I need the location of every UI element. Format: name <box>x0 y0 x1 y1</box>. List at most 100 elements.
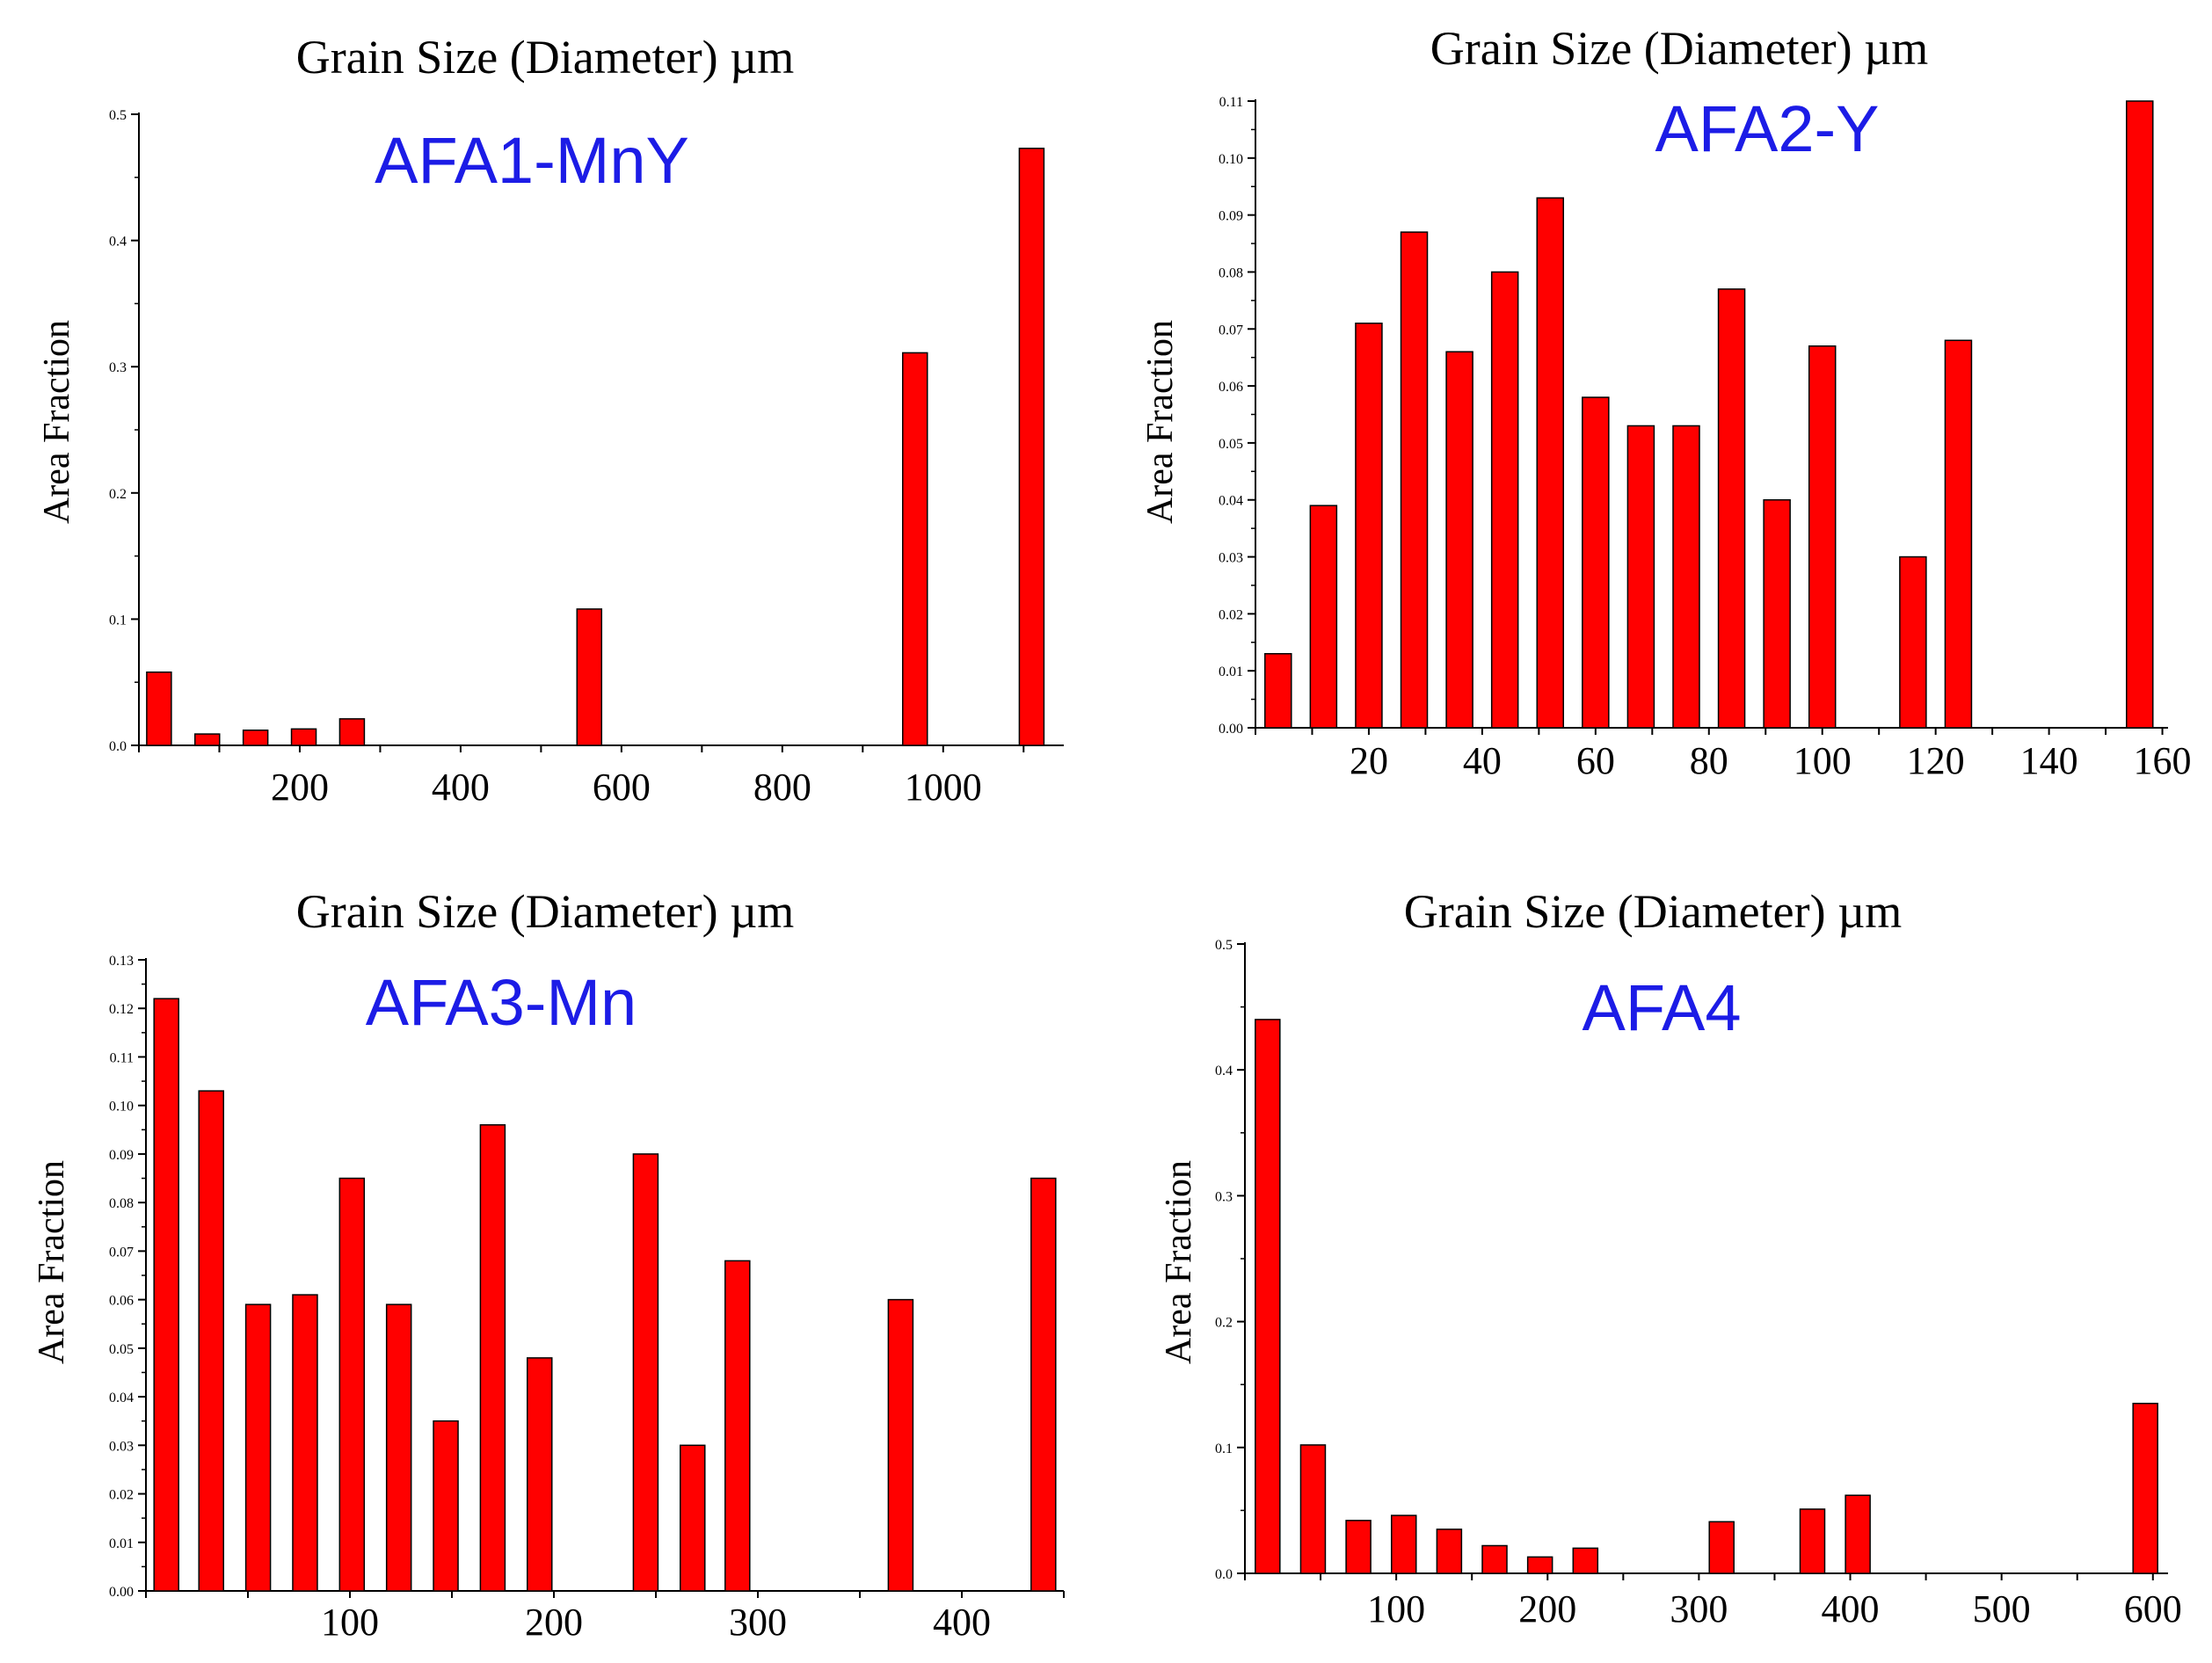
bar <box>1626 425 1655 729</box>
x-tick-label: 600 <box>593 766 651 809</box>
y-tick-label: 0.00 <box>109 1585 134 1600</box>
panel-1-title: Grain Size (Diameter) µm <box>295 31 795 84</box>
x-tick-label: 600 <box>2124 1587 2182 1630</box>
y-tick-label: 0.04 <box>1219 494 1243 509</box>
x-tick-label: 200 <box>271 766 329 809</box>
panel-4-title: Grain Size (Diameter) µm <box>1403 885 1903 938</box>
y-tick-label: 0.03 <box>1219 551 1243 566</box>
bar <box>385 1304 412 1592</box>
y-tick-label: 0.09 <box>109 1148 134 1163</box>
bar <box>433 1420 459 1592</box>
bar <box>527 1357 553 1592</box>
bar <box>1264 652 1292 729</box>
chart-4: 0.0 0.1 0.2 0.3 0.4 0.5 100 200 300 400 500 600 <box>1215 938 2182 1630</box>
x-tick-label: 20 <box>1350 739 1388 782</box>
bar <box>242 730 269 746</box>
y-tick-label: 0.06 <box>1219 380 1243 395</box>
bar <box>887 1298 914 1592</box>
x-tick-label: 140 <box>2020 739 2078 782</box>
bar <box>1717 288 1746 729</box>
y-tick-label: 0.02 <box>1219 607 1243 622</box>
bar <box>479 1124 506 1592</box>
y-tick-label: 0.00 <box>1219 722 1243 737</box>
panel-3-sample-label: AFA3-Mn <box>365 966 637 1039</box>
y-tick-label: 0.0 <box>109 739 127 754</box>
bar <box>1708 1521 1735 1574</box>
x-tick-label: 120 <box>1907 739 1965 782</box>
x-tick-label: 200 <box>525 1601 583 1644</box>
bar <box>1481 1544 1508 1574</box>
x-tick-label: 100 <box>1367 1587 1425 1630</box>
bar <box>1490 271 1519 729</box>
chart-1: 0.0 0.1 0.2 0.3 0.4 0.5 200 400 600 800 1000 <box>109 108 1064 809</box>
x-tick-label: 160 <box>2134 739 2192 782</box>
x-tick-label: 400 <box>1822 1587 1880 1630</box>
bar <box>338 1177 366 1592</box>
y-tick-label: 0.03 <box>109 1439 134 1454</box>
bar <box>1672 425 1700 729</box>
bar <box>1899 556 1927 729</box>
y-tick-label: 0.13 <box>109 954 134 969</box>
bar <box>1299 1444 1327 1574</box>
bar <box>680 1444 706 1592</box>
y-tick-label: 0.01 <box>1219 664 1243 679</box>
bar <box>244 1304 272 1592</box>
y-tick-label: 0.08 <box>109 1196 134 1211</box>
y-tick-label: 0.12 <box>109 1002 134 1017</box>
y-tick-label: 0.11 <box>1219 95 1243 110</box>
panel-1-sample-label: AFA1-MnY <box>375 124 689 197</box>
y-tick-label: 0.4 <box>1215 1064 1233 1078</box>
x-tick-label: 400 <box>432 766 490 809</box>
bar <box>2132 1402 2158 1574</box>
y-tick-label: 0.1 <box>1215 1442 1233 1456</box>
chart-3: 0.00 0.01 0.02 0.03 0.04 0.05 0.06 0.07 0.08 0.09… <box>109 954 1065 1644</box>
x-tick-label: 40 <box>1463 739 1502 782</box>
bar <box>1808 345 1837 729</box>
bar <box>2126 100 2154 729</box>
x-tick-label: 100 <box>321 1601 379 1644</box>
y-tick-label: 0.1 <box>109 613 127 628</box>
y-tick-label: 0.10 <box>1219 152 1243 167</box>
y-tick-label: 0.06 <box>109 1294 134 1309</box>
bar <box>292 1294 318 1592</box>
panel-3-title: Grain Size (Diameter) µm <box>295 885 795 938</box>
bar <box>1018 148 1045 746</box>
y-tick-label: 0.2 <box>109 487 127 502</box>
bar <box>1763 498 1791 729</box>
x-tick-label: 500 <box>1973 1587 2031 1630</box>
bar <box>1582 396 1610 729</box>
bar <box>1436 1529 1463 1574</box>
bar <box>724 1260 751 1592</box>
y-tick-label: 0.2 <box>1215 1316 1233 1331</box>
x-tick-label: 400 <box>933 1601 991 1644</box>
y-tick-label: 0.11 <box>110 1050 134 1065</box>
x-tick-label: 800 <box>753 766 811 809</box>
bar <box>194 733 221 746</box>
y-tick-label: 0.5 <box>109 108 127 123</box>
y-tick-label: 0.08 <box>1219 265 1243 280</box>
y-tick-label: 0.09 <box>1219 209 1243 224</box>
x-tick-label: 300 <box>1670 1587 1728 1630</box>
bar <box>1944 339 1973 729</box>
panel-2-sample-label: AFA2-Y <box>1655 92 1880 165</box>
y-tick-label: 0.05 <box>109 1342 134 1357</box>
bar <box>632 1153 659 1592</box>
x-tick-label: 300 <box>729 1601 787 1644</box>
bar <box>1572 1547 1599 1574</box>
x-tick-label: 100 <box>1794 739 1852 782</box>
bar <box>1030 1177 1057 1592</box>
bar <box>1345 1520 1372 1574</box>
y-tick-label: 0.4 <box>109 235 127 250</box>
bar <box>290 728 317 746</box>
y-tick-label: 0.07 <box>109 1245 134 1260</box>
x-tick-label: 200 <box>1518 1587 1576 1630</box>
y-tick-label: 0.5 <box>1215 938 1233 953</box>
bar <box>338 718 366 746</box>
x-tick-label: 60 <box>1576 739 1615 782</box>
y-tick-label: 0.04 <box>109 1391 134 1405</box>
y-tick-label: 0.0 <box>1215 1567 1233 1582</box>
bar <box>1355 323 1383 729</box>
panel-4-sample-label: AFA4 <box>1582 971 1742 1044</box>
